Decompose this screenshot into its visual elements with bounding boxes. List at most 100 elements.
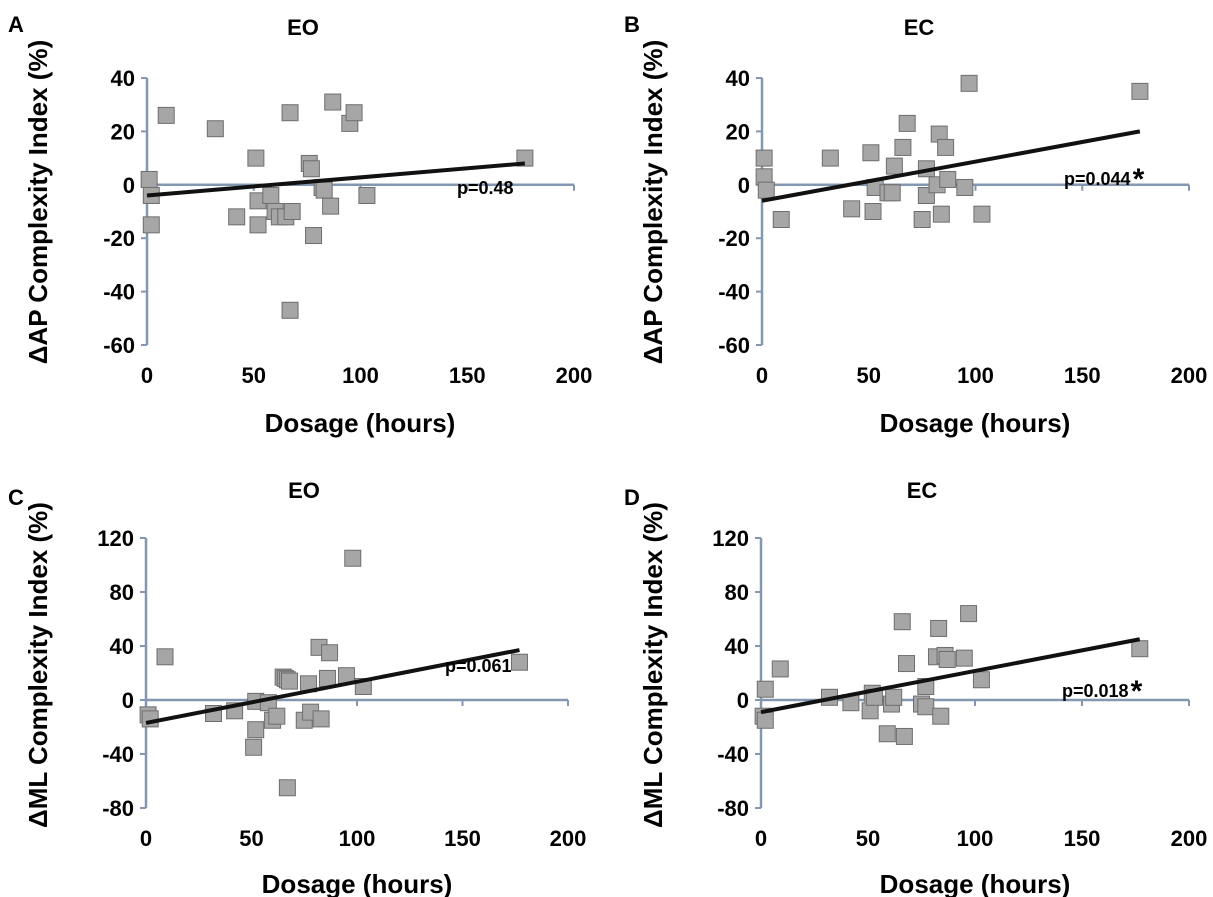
panel-d-y-tick-label: 120 [712,526,749,551]
panel-c-y-axis-label: ΔML Complexity Index (%) [23,502,53,828]
panel-c-data-point [344,549,362,567]
panel-c-x-tick-label: 200 [550,826,587,851]
panel-c-y-tick-label: 0 [122,688,134,713]
panel-b-data-point [772,211,790,229]
panel-b-data-point [898,114,916,132]
panel-d-data-point [938,651,956,668]
panel-b-y-axis-label: ΔAP Complexity Index (%) [638,40,668,365]
panel-b-x-tick-label: 0 [756,363,768,388]
panel-d-p-value: p=0.018 [1062,681,1129,701]
panel-c-x-tick-label: 0 [140,826,152,851]
panel-b-trend-line [761,129,1141,203]
panel-d-data-point [893,613,911,631]
panel-d-data-point [917,698,935,716]
panel-d-y-tick-label: 80 [725,580,749,605]
panel-a-y-tick-label: -20 [103,226,135,251]
panel-d-significance-star: * [1131,675,1143,708]
panel-b-y-tick-label: -20 [718,226,750,251]
panel-c-x-tick-label: 150 [444,826,481,851]
panel-a-data-point [140,170,158,188]
panel-c-data-point [321,644,339,662]
panel-b-data-point [932,205,950,223]
panel-c-y-tick-label: 80 [110,580,134,605]
panel-c-y-tick-label: 120 [97,526,134,551]
panel-b-y-tick-label: -40 [718,280,750,305]
panel-a-data-point [305,227,323,245]
panel-b-data-point [973,205,991,223]
panel-a-y-tick-label: 40 [111,66,135,91]
panel-b-y-tick-label: 20 [726,119,750,144]
panel-d-y-tick-label: -80 [717,796,749,821]
panel-b-p-value: p=0.044 [1064,169,1131,189]
panel-c-y-tick-label: 40 [110,634,134,659]
panel-a-x-tick-label: 0 [141,363,153,388]
panel-d-data-point [960,605,978,623]
panel-c-data-point [280,672,298,690]
panel-b-title: EC [904,15,935,40]
panel-a-data-point [249,216,267,234]
panel-a-y-tick-label: 0 [123,173,135,198]
panel-b-y-tick-label: -60 [718,333,750,358]
panel-b-data-point [1131,82,1149,100]
panel-a-x-axis-label: Dosage (hours) [265,408,456,438]
panel-a-letter: A [8,12,24,37]
panel-b-letter: B [624,12,640,37]
panel-d-title: EC [907,478,938,503]
panel-b-significance-star: * [1133,163,1145,196]
panel-d-data-point [972,671,990,689]
panel-d-x-tick-label: 0 [755,826,767,851]
panel-c-y-tick-label: -40 [102,742,134,767]
panel-a-x-tick-label: 50 [242,363,266,388]
panel-b-data-point [755,149,773,167]
panel-c-p-value: p=0.061 [445,656,512,676]
panel-c-x-tick-label: 50 [239,826,263,851]
panel-d-trend-line [760,637,1141,715]
panel-b-data-point [960,74,978,92]
panel-b-data-point [843,200,861,218]
panel-b-x-tick-label: 50 [857,363,881,388]
panel-a-data-point [322,197,340,215]
panel-a-data-point [324,93,342,111]
panel-c-y-tick-label: -80 [102,796,134,821]
panel-d-data-point [756,711,774,729]
panel-a-data-point [302,160,320,178]
panel-a-p-value: p=0.48 [457,178,514,198]
panel-a-x-tick-label: 200 [556,363,593,388]
panel-b-x-tick-label: 200 [1171,363,1208,388]
panel-a-data-point [315,181,333,199]
panel-c-data-point [318,669,336,687]
panel-c-data-point [278,779,296,797]
panel-b-data-point [939,170,957,188]
panel-c-data-point [312,710,330,728]
panel-a-data-point [247,149,265,167]
panel-a-data-point [345,104,363,122]
panel-b-y-tick-label: 40 [726,66,750,91]
panel-b-data-point [864,203,882,220]
panel-d-data-point [878,725,896,743]
panel-c-x-axis-label: Dosage (hours) [262,869,453,897]
panel-d-y-axis-label: ΔML Complexity Index (%) [638,502,668,828]
panel-a-data-point [281,301,299,319]
panel-d-data-point [771,660,789,678]
panel-c-title: EO [288,478,320,503]
panel-b-data-point [894,138,912,156]
panel-d-data-point [932,707,950,725]
panel-d-x-axis-label: Dosage (hours) [880,869,1071,897]
panel-b-x-tick-label: 150 [1064,363,1101,388]
panel-d-x-tick-label: 50 [856,826,880,851]
panel-a-x-tick-label: 150 [449,363,486,388]
panel-a-trend-line [146,161,526,198]
panel-a-x-tick-label: 100 [342,363,379,388]
panel-c-data-point [510,653,528,671]
panel-b-data-point [885,157,903,175]
panel-c-trend-line [145,648,520,725]
panel-c-x-tick-label: 100 [339,826,376,851]
panel-b-y-tick-label: 0 [738,173,750,198]
panel-d-x-tick-label: 200 [1171,826,1208,851]
panel-d-data-point [1131,640,1149,658]
panel-a-data-point [206,120,224,138]
